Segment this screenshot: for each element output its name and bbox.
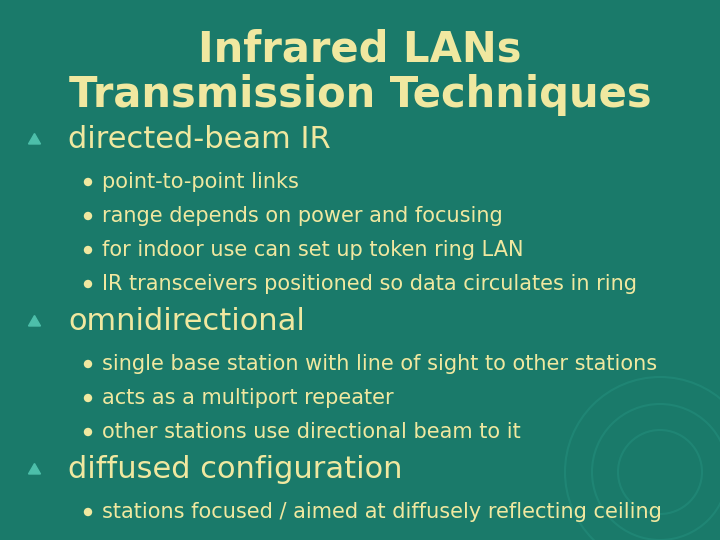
Text: point-to-point links: point-to-point links	[102, 172, 299, 192]
Text: range depends on power and focusing: range depends on power and focusing	[102, 206, 503, 226]
Circle shape	[84, 361, 91, 368]
Circle shape	[84, 213, 91, 219]
Text: directed-beam IR: directed-beam IR	[68, 125, 330, 154]
Text: Transmission Techniques: Transmission Techniques	[68, 74, 652, 116]
Circle shape	[84, 509, 91, 516]
Text: omnidirectional: omnidirectional	[68, 307, 305, 336]
Circle shape	[84, 179, 91, 186]
Text: diffused configuration: diffused configuration	[68, 456, 402, 484]
Text: Infrared LANs: Infrared LANs	[198, 29, 522, 71]
Circle shape	[84, 280, 91, 287]
Text: IR transceivers positioned so data circulates in ring: IR transceivers positioned so data circu…	[102, 274, 637, 294]
Circle shape	[84, 395, 91, 402]
Text: acts as a multiport repeater: acts as a multiport repeater	[102, 388, 394, 408]
Circle shape	[84, 246, 91, 253]
Text: for indoor use can set up token ring LAN: for indoor use can set up token ring LAN	[102, 240, 523, 260]
Text: stations focused / aimed at diffusely reflecting ceiling: stations focused / aimed at diffusely re…	[102, 502, 662, 522]
Text: other stations use directional beam to it: other stations use directional beam to i…	[102, 422, 521, 442]
Text: single base station with line of sight to other stations: single base station with line of sight t…	[102, 354, 657, 374]
Circle shape	[84, 429, 91, 435]
